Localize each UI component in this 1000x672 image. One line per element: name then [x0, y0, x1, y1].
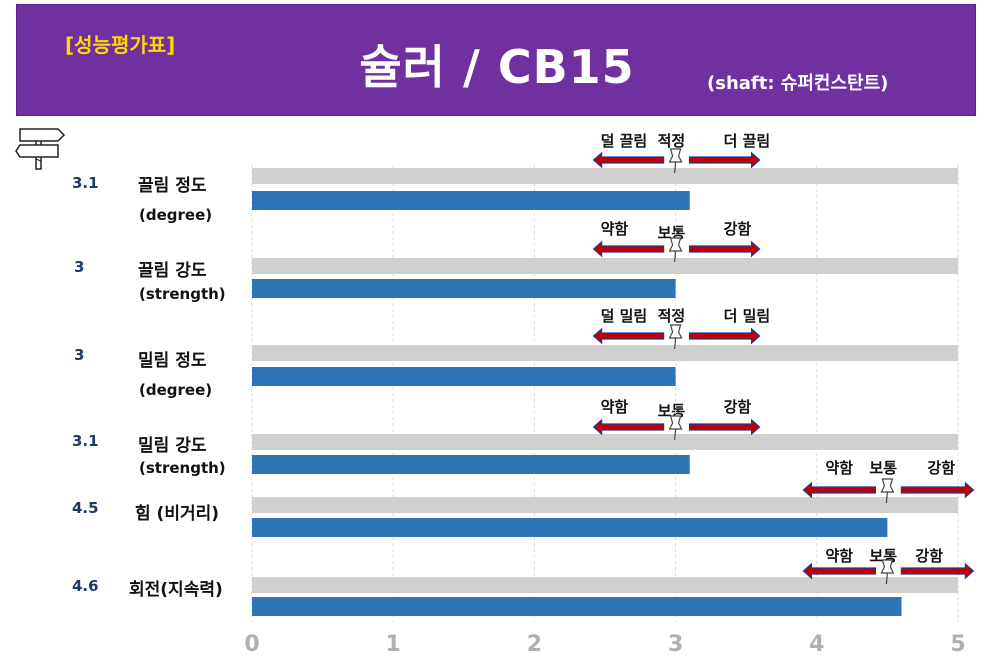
annotation-left: 약함 [825, 459, 853, 477]
annotation-left: 약함 [825, 547, 853, 565]
score-value: 3 [74, 258, 85, 276]
page-title: 슐러 / CB15 [359, 40, 635, 94]
header-banner: [성능평가표] 슐러 / CB15 (shaft: 슈퍼컨스탄트) [16, 4, 976, 116]
row-sublabel: (degree) [139, 206, 213, 224]
left-arrow [802, 481, 877, 499]
row-label: 끌림 정도 [138, 176, 207, 196]
score-value: 3.1 [72, 432, 99, 450]
right-arrow [688, 151, 761, 169]
left-arrow [592, 240, 665, 258]
track-bar [252, 345, 958, 361]
pushpin-needle [885, 491, 888, 504]
x-tick-label: 1 [386, 632, 401, 657]
annotation-left: 약함 [600, 398, 629, 416]
page-subtitle: (shaft: 슈퍼컨스탄트) [707, 73, 889, 94]
x-tick-label: 5 [950, 632, 965, 657]
x-tick-label: 3 [668, 632, 683, 657]
header-tag: [성능평가표] [65, 33, 176, 57]
pushpin-needle [674, 250, 677, 263]
annotation-mid: 보통 [657, 224, 686, 242]
left-arrow [802, 562, 877, 580]
pushpin-icon [668, 324, 683, 339]
track-bar [252, 577, 958, 593]
value-bar [252, 279, 676, 298]
score-value: 3.1 [72, 174, 99, 192]
pushpin-needle [674, 428, 677, 441]
annotation-left: 약함 [600, 220, 629, 238]
right-arrow [900, 481, 975, 499]
value-bar [252, 367, 676, 386]
pushpin-needle [885, 572, 888, 585]
value-bar [252, 518, 888, 537]
row-sublabel: (degree) [139, 381, 213, 399]
annotation-right: 더 밀림 [723, 307, 771, 325]
annotation-right: 강함 [915, 547, 943, 565]
row-label: 회전(지속력) [129, 580, 223, 600]
annotation-mid: 적정 [657, 132, 686, 150]
value-bar [252, 191, 690, 210]
row-sublabel: (strength) [139, 285, 226, 303]
annotation-right: 더 끌림 [723, 132, 771, 150]
score-value: 4.6 [72, 577, 99, 595]
annotation-mid: 보통 [869, 459, 897, 477]
annotation-mid: 적정 [657, 307, 686, 325]
left-arrow [592, 151, 665, 169]
x-tick-label: 4 [809, 632, 824, 657]
row-label: 끌림 강도 [138, 261, 207, 281]
annotation-right: 강함 [723, 220, 752, 238]
signpost-icon [14, 125, 66, 175]
score-value: 4.5 [72, 499, 99, 517]
pushpin-icon [880, 478, 895, 493]
track-bar [252, 168, 958, 184]
track-bar [252, 258, 958, 274]
row-label: 밀림 강도 [138, 436, 207, 456]
row-label: 힘 (비거리) [135, 504, 220, 524]
annotation-right: 강함 [723, 398, 752, 416]
annotation-right: 강함 [927, 459, 955, 477]
annotation-mid: 보통 [657, 402, 686, 420]
annotation-left: 덜 끌림 [600, 132, 648, 150]
x-tick-label: 2 [527, 632, 542, 657]
annotation-left: 덜 밀림 [600, 307, 648, 325]
pushpin-needle [674, 161, 677, 174]
score-value: 3 [74, 346, 85, 364]
right-arrow [900, 562, 975, 580]
annotation-mid: 보통 [869, 547, 897, 565]
row-label: 밀림 정도 [138, 351, 207, 371]
pushpin-needle [674, 337, 677, 350]
value-bar [252, 597, 902, 616]
row-sublabel: (strength) [139, 459, 226, 477]
right-arrow [688, 327, 761, 345]
right-arrow [688, 240, 761, 258]
left-arrow [592, 327, 665, 345]
right-arrow [688, 418, 761, 436]
value-bar [252, 455, 690, 474]
track-bar [252, 434, 958, 450]
track-bar [252, 497, 958, 513]
x-tick-label: 0 [244, 632, 259, 657]
left-arrow [592, 418, 665, 436]
